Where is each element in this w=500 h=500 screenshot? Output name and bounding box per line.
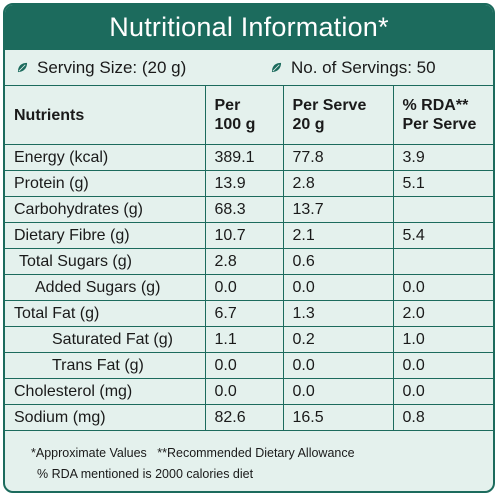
value-per-serve: 0.6 bbox=[282, 248, 394, 275]
servings-count: No. of Servings: 50 bbox=[255, 58, 436, 78]
value-rda: 1.0 bbox=[392, 326, 493, 353]
nutrient-name: Sodium (mg) bbox=[5, 404, 206, 431]
nutrient-name: Trans Fat (g) bbox=[5, 352, 206, 379]
table-row: Total Fat (g) 6.7 1.3 2.0 bbox=[5, 300, 493, 327]
header-nutrients: Nutrients bbox=[5, 86, 206, 145]
value-per-serve: 0.0 bbox=[282, 352, 394, 379]
value-per-serve: 2.1 bbox=[282, 222, 394, 249]
value-rda: 5.1 bbox=[392, 170, 493, 197]
value-rda: 3.9 bbox=[392, 144, 493, 171]
nutrient-name: Energy (kcal) bbox=[5, 144, 206, 171]
title-bar: Nutritional Information* bbox=[5, 5, 493, 50]
value-per-100g: 68.3 bbox=[204, 196, 284, 223]
leaf-icon bbox=[17, 62, 28, 73]
value-rda: 0.0 bbox=[392, 378, 493, 405]
value-rda bbox=[392, 196, 493, 223]
value-rda: 0.0 bbox=[392, 274, 493, 301]
header-per-serve: Per Serve 20 g bbox=[282, 86, 394, 145]
value-per-serve: 13.7 bbox=[282, 196, 394, 223]
nutrient-name: Protein (g) bbox=[5, 170, 206, 197]
table-row: Total Sugars (g) 2.8 0.6 bbox=[5, 248, 493, 275]
value-per-serve: 77.8 bbox=[282, 144, 394, 171]
value-per-100g: 82.6 bbox=[204, 404, 284, 431]
table-row: Protein (g) 13.9 2.8 5.1 bbox=[5, 170, 493, 197]
value-per-100g: 1.1 bbox=[204, 326, 284, 353]
value-per-serve: 16.5 bbox=[282, 404, 394, 431]
footnote-line-1: *Approximate Values **Recommended Dietar… bbox=[31, 443, 493, 464]
table-row: Energy (kcal) 389.1 77.8 3.9 bbox=[5, 144, 493, 171]
value-rda bbox=[392, 248, 493, 275]
value-per-serve: 1.3 bbox=[282, 300, 394, 327]
leaf-icon bbox=[271, 62, 282, 73]
nutrient-name: Added Sugars (g) bbox=[5, 274, 206, 301]
value-per-100g: 13.9 bbox=[204, 170, 284, 197]
value-per-100g: 389.1 bbox=[204, 144, 284, 171]
value-per-100g: 0.0 bbox=[204, 378, 284, 405]
nutrition-panel: Nutritional Information* Serving Size: (… bbox=[3, 3, 495, 493]
value-per-100g: 0.0 bbox=[204, 352, 284, 379]
nutrient-name: Total Fat (g) bbox=[5, 300, 206, 327]
footnote-approx: *Approximate Values bbox=[31, 446, 147, 460]
value-per-serve: 0.2 bbox=[282, 326, 394, 353]
value-per-100g: 0.0 bbox=[204, 274, 284, 301]
nutrient-name: Cholesterol (mg) bbox=[5, 378, 206, 405]
nutrition-table: Nutrients Per 100 g Per Serve 20 g % RDA**… bbox=[5, 86, 493, 431]
value-per-serve: 0.0 bbox=[282, 378, 394, 405]
table-row: Carbohydrates (g) 68.3 13.7 bbox=[5, 196, 493, 223]
table-row: Sodium (mg) 82.6 16.5 0.8 bbox=[5, 404, 493, 431]
value-rda: 5.4 bbox=[392, 222, 493, 249]
value-per-serve: 2.8 bbox=[282, 170, 394, 197]
nutrient-name: Total Sugars (g) bbox=[5, 248, 206, 275]
table-header-row: Nutrients Per 100 g Per Serve 20 g % RDA**… bbox=[5, 86, 493, 145]
value-per-serve: 0.0 bbox=[282, 274, 394, 301]
value-per-100g: 6.7 bbox=[204, 300, 284, 327]
header-rda: % RDA** Per Serve bbox=[392, 86, 493, 145]
nutrient-name: Carbohydrates (g) bbox=[5, 196, 206, 223]
serving-size: Serving Size: (20 g) bbox=[5, 58, 255, 78]
nutrient-name: Saturated Fat (g) bbox=[5, 326, 206, 353]
footnote-rda-definition: **Recommended Dietary Allowance bbox=[157, 446, 355, 460]
header-per-100g: Per 100 g bbox=[204, 86, 284, 145]
serving-info-bar: Serving Size: (20 g) No. of Servings: 50 bbox=[5, 50, 493, 86]
servings-count-label: No. of Servings: 50 bbox=[291, 57, 436, 77]
value-rda: 0.8 bbox=[392, 404, 493, 431]
table-row: Saturated Fat (g) 1.1 0.2 1.0 bbox=[5, 326, 493, 353]
table-row: Trans Fat (g) 0.0 0.0 0.0 bbox=[5, 352, 493, 379]
footnote-rda-basis: % RDA mentioned is 2000 calories diet bbox=[37, 467, 254, 481]
value-per-100g: 2.8 bbox=[204, 248, 284, 275]
table-row: Added Sugars (g) 0.0 0.0 0.0 bbox=[5, 274, 493, 301]
value-rda: 0.0 bbox=[392, 352, 493, 379]
nutrient-name: Dietary Fibre (g) bbox=[5, 222, 206, 249]
table-row: Dietary Fibre (g) 10.7 2.1 5.4 bbox=[5, 222, 493, 249]
page-title: Nutritional Information* bbox=[109, 12, 389, 42]
footnotes: *Approximate Values **Recommended Dietar… bbox=[5, 431, 493, 485]
table-row: Cholesterol (mg) 0.0 0.0 0.0 bbox=[5, 378, 493, 405]
serving-size-label: Serving Size: (20 g) bbox=[37, 57, 187, 77]
value-per-100g: 10.7 bbox=[204, 222, 284, 249]
value-rda: 2.0 bbox=[392, 300, 493, 327]
